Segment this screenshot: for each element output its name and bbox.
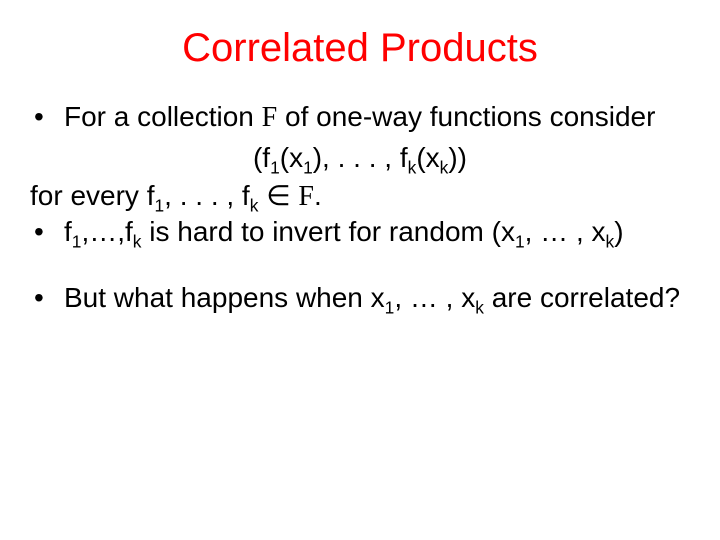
b3-mid: , … , x (394, 282, 475, 313)
bullet-dot-3: • (30, 280, 64, 316)
b2-f: f (64, 216, 72, 247)
b2-sx1: 1 (515, 232, 525, 252)
bullet-2: • f1,…,fk is hard to invert for random (… (30, 214, 690, 250)
fe-s1: 1 (154, 195, 164, 215)
slide: Correlated Products • For a collection F… (0, 0, 720, 540)
fp4: (x (416, 142, 439, 173)
slide-body: • For a collection F of one-way function… (30, 99, 690, 316)
b2-mid3: , … , x (525, 216, 606, 247)
fp3: ), . . . , f (313, 142, 408, 173)
b2-sxk: k (606, 232, 615, 252)
fs2: 1 (303, 157, 313, 177)
fe-mid: , . . . , f (164, 180, 250, 211)
b2-close: ) (614, 216, 623, 247)
bullet-1-content: For a collection F of one-way functions … (64, 99, 690, 136)
fp5: )) (448, 142, 467, 173)
b1-F: F (262, 102, 278, 133)
bullet-dot: • (30, 99, 64, 135)
for-every-line: for every f1, . . . , fk ∈ F. (30, 178, 690, 215)
fs1: 1 (270, 157, 280, 177)
b1-prefix: For a collection (64, 101, 262, 132)
gap (30, 254, 690, 280)
fe-prefix: for every (30, 180, 147, 211)
b2-s1: 1 (72, 232, 82, 252)
bullet-2-content: f1,…,fk is hard to invert for random (x1… (64, 214, 690, 250)
b3-p1: But what happens when x (64, 282, 385, 313)
fp1: (f (253, 142, 270, 173)
b2-mid1: ,…,f (81, 216, 132, 247)
b3-p2: are correlated? (484, 282, 680, 313)
fe-in: ∈ (266, 181, 290, 212)
bullet-dot-2: • (30, 214, 64, 250)
b3-sk: k (475, 298, 484, 318)
b2-mid2: is hard to invert for random (x (141, 216, 514, 247)
fe-dot: . (314, 180, 322, 211)
b1-suffix: of one-way functions consider (277, 101, 655, 132)
slide-title: Correlated Products (30, 26, 690, 71)
b3-s1: 1 (385, 298, 395, 318)
bullet-1: • For a collection F of one-way function… (30, 99, 690, 136)
formula-line: (f1(x1), . . . , fk(xk)) (30, 140, 690, 176)
fp2: (x (280, 142, 303, 173)
bullet-3-content: But what happens when x1, … , xk are cor… (64, 280, 690, 316)
fe-F: F (298, 181, 314, 212)
bullet-3: • But what happens when x1, … , xk are c… (30, 280, 690, 316)
